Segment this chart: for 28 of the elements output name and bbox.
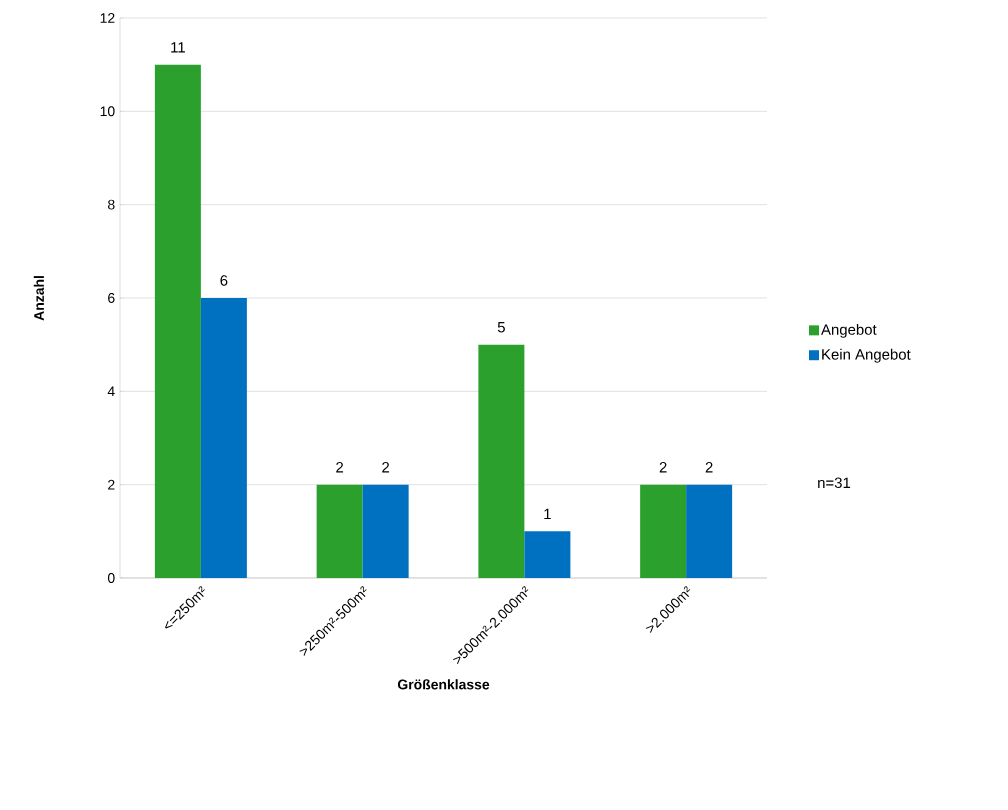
y-tick-label: 0 [107,573,115,583]
y-tick-label: 8 [108,199,115,210]
y-axis-title: Anzahl [33,276,44,321]
legend-label: Angebot [821,323,877,338]
y-tick-label: 10 [100,106,115,117]
data-label: 1 [544,508,551,520]
bar [362,484,409,578]
bar [640,484,687,578]
data-label: 2 [336,462,344,473]
data-label: 2 [659,462,667,473]
legend-label: Kein Angebot [822,348,911,363]
bar [478,344,525,578]
x-axis-title: Größenklasse [397,679,490,690]
data-label: 2 [382,462,390,473]
data-label: 11 [171,42,185,53]
bar [316,484,363,578]
bar [200,297,247,578]
bar [686,484,733,578]
bar [524,531,571,578]
bar [154,64,201,578]
data-label: 6 [220,275,228,286]
text: n=31 [818,477,851,489]
y-tick-label: 4 [107,386,115,397]
data-label: 5 [497,322,505,333]
y-tick-label: 12 [100,13,115,23]
y-tick-label: 6 [108,293,115,303]
y-tick-label: 2 [108,479,115,490]
data-label: 2 [705,462,713,473]
